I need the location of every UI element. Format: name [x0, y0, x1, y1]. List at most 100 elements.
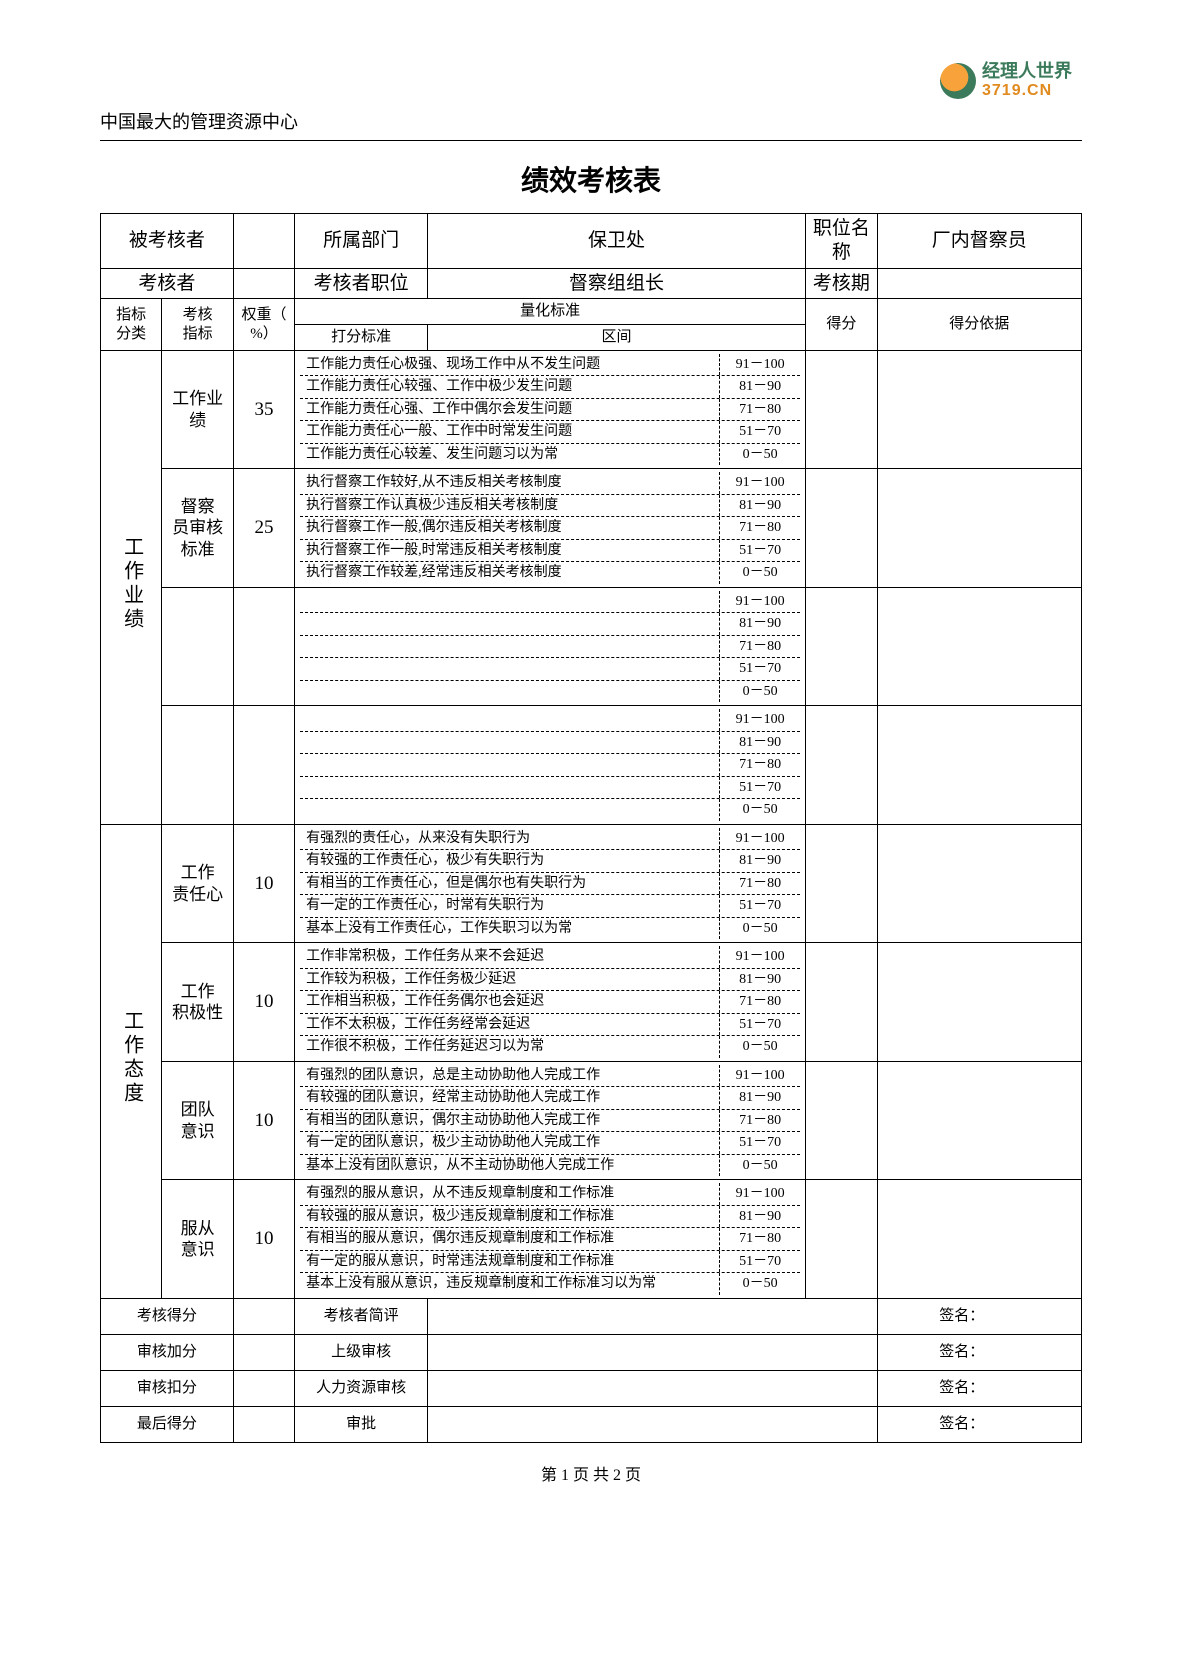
score-range: 51－70	[720, 777, 800, 799]
info-row-2: 考核者 考核者职位 督察组组长 考核期	[101, 268, 1082, 299]
value-assessor-pos: 督察组组长	[428, 268, 806, 299]
metric-name: 工作业绩	[162, 350, 234, 469]
score-basis	[877, 943, 1081, 1062]
hdr-scoring: 打分标准	[295, 325, 428, 351]
score-desc: 有一定的团队意识，极少主动协助他人完成工作	[300, 1132, 720, 1154]
score-range: 0－50	[720, 444, 800, 466]
score-desc	[300, 613, 720, 635]
table-row: 91－10081－9071－8051－700－50	[101, 706, 1082, 825]
score-range: 81－90	[720, 969, 800, 991]
score-range: 0－50	[720, 1155, 800, 1177]
score-desc: 有一定的服从意识，时常违法规章制度和工作标准	[300, 1251, 720, 1273]
score-desc: 执行督察工作一般,时常违反相关考核制度	[300, 540, 720, 562]
value-assessor	[233, 268, 294, 299]
score-block: 有强烈的服从意识，从不违反规章制度和工作标准91－100有较强的服从意识，极少违…	[295, 1180, 806, 1299]
sign-approve: 签名：	[877, 1406, 1081, 1442]
value-comment	[428, 1298, 878, 1334]
metric-weight: 10	[233, 824, 294, 943]
score-desc: 工作相当积极，工作任务偶尔也会延迟	[300, 991, 720, 1013]
score-block: 91－10081－9071－8051－700－50	[295, 706, 806, 825]
hdr-standard: 量化标准	[295, 299, 806, 325]
score-desc: 有一定的工作责任心，时常有失职行为	[300, 895, 720, 917]
page-footer: 第 1 页 共 2 页	[100, 1461, 1082, 1485]
score-desc: 基本上没有团队意识，从不主动协助他人完成工作	[300, 1155, 720, 1177]
score-block: 有强烈的责任心，从来没有失职行为91－100有较强的工作责任心，极少有失职行为8…	[295, 824, 806, 943]
value-superior	[428, 1334, 878, 1370]
score-range: 0－50	[720, 1273, 800, 1295]
score-desc: 工作能力责任心较差、发生问题习以为常	[300, 444, 720, 466]
hdr-range: 区间	[428, 325, 806, 351]
label-hr: 人力资源审核	[295, 1370, 428, 1406]
label-deduct: 审核扣分	[101, 1370, 234, 1406]
score-desc	[300, 799, 720, 821]
bottom-row: 考核得分 考核者简评 签名：	[101, 1298, 1082, 1334]
table-row: 工作态度 工作责任心 10 有强烈的责任心，从来没有失职行为91－100有较强的…	[101, 824, 1082, 943]
table-row: 团队意识 10 有强烈的团队意识，总是主动协助他人完成工作91－100有较强的团…	[101, 1061, 1082, 1180]
score-desc: 工作能力责任心一般、工作中时常发生问题	[300, 421, 720, 443]
metric-name: 工作责任心	[162, 824, 234, 943]
score-range: 91－100	[720, 828, 800, 850]
hdr-cat: 指标分类	[101, 299, 162, 351]
score-range: 0－50	[720, 681, 800, 703]
score-desc	[300, 591, 720, 613]
cat-work-att: 工作态度	[101, 824, 162, 1298]
label-position: 职位名称	[806, 214, 878, 269]
score-range: 0－50	[720, 918, 800, 940]
score-value	[806, 469, 878, 588]
value-period	[877, 268, 1081, 299]
score-desc: 有相当的团队意识，偶尔主动协助他人完成工作	[300, 1110, 720, 1132]
score-value	[806, 943, 878, 1062]
score-basis	[877, 824, 1081, 943]
logo-icon	[940, 63, 976, 99]
score-desc	[300, 777, 720, 799]
score-range: 51－70	[720, 421, 800, 443]
score-desc: 工作不太积极，工作任务经常会延迟	[300, 1014, 720, 1036]
page-title: 绩效考核表	[100, 159, 1082, 199]
score-value	[806, 706, 878, 825]
score-desc: 工作能力责任心强、工作中偶尔会发生问题	[300, 399, 720, 421]
score-desc: 执行督察工作较差,经常违反相关考核制度	[300, 562, 720, 584]
metric-weight	[233, 587, 294, 706]
score-range: 71－80	[720, 399, 800, 421]
score-range: 91－100	[720, 472, 800, 494]
score-range: 81－90	[720, 1087, 800, 1109]
score-range: 71－80	[720, 636, 800, 658]
cat-work-perf: 工作业绩	[101, 350, 162, 824]
score-desc: 工作能力责任心较强、工作中极少发生问题	[300, 376, 720, 398]
value-approve	[428, 1406, 878, 1442]
label-period: 考核期	[806, 268, 878, 299]
score-range: 51－70	[720, 1251, 800, 1273]
score-range: 91－100	[720, 946, 800, 968]
score-desc: 工作非常积极，工作任务从来不会延迟	[300, 946, 720, 968]
score-desc: 有较强的服从意识，极少违反规章制度和工作标准	[300, 1206, 720, 1228]
score-desc	[300, 681, 720, 703]
sign-superior: 签名：	[877, 1334, 1081, 1370]
value-dept: 保卫处	[428, 214, 806, 269]
score-block: 有强烈的团队意识，总是主动协助他人完成工作91－100有较强的团队意识，经常主动…	[295, 1061, 806, 1180]
score-basis	[877, 469, 1081, 588]
score-desc: 工作很不积极，工作任务延迟习以为常	[300, 1036, 720, 1058]
logo: 经理人世界 3719.CN	[940, 62, 1072, 99]
header-subtitle: 中国最大的管理资源中心	[100, 108, 1082, 141]
metric-weight: 10	[233, 943, 294, 1062]
score-value	[806, 1061, 878, 1180]
value-deduct	[233, 1370, 294, 1406]
score-basis	[877, 587, 1081, 706]
score-range: 71－80	[720, 873, 800, 895]
value-hr	[428, 1370, 878, 1406]
metric-weight	[233, 706, 294, 825]
score-value	[806, 350, 878, 469]
score-range: 81－90	[720, 376, 800, 398]
table-row: 服从意识 10 有强烈的服从意识，从不违反规章制度和工作标准91－100有较强的…	[101, 1180, 1082, 1299]
score-range: 91－100	[720, 354, 800, 376]
score-range: 81－90	[720, 732, 800, 754]
bottom-row: 审核加分 上级审核 签名：	[101, 1334, 1082, 1370]
score-value	[806, 824, 878, 943]
label-assessor-pos: 考核者职位	[295, 268, 428, 299]
score-range: 0－50	[720, 799, 800, 821]
metric-name: 服从意识	[162, 1180, 234, 1299]
score-range: 51－70	[720, 895, 800, 917]
table-header-1: 指标分类 考核指标 权重（%） 量化标准 得分 得分依据	[101, 299, 1082, 325]
metric-weight: 10	[233, 1180, 294, 1299]
bottom-row: 审核扣分 人力资源审核 签名：	[101, 1370, 1082, 1406]
